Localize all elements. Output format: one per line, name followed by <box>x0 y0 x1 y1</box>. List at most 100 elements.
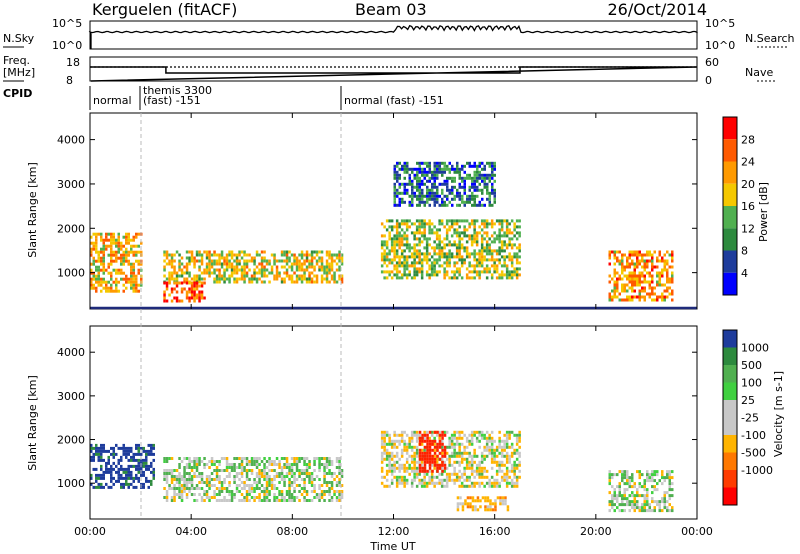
data-cell <box>105 247 108 251</box>
data-cell <box>646 500 649 504</box>
data-cell <box>393 182 396 186</box>
data-cell <box>328 487 331 490</box>
data-cell <box>413 252 416 256</box>
data-cell <box>510 430 514 434</box>
data-cell <box>483 237 486 241</box>
data-cell <box>464 499 467 503</box>
data-cell <box>130 458 133 462</box>
data-cell <box>475 481 479 485</box>
data-cell <box>438 466 442 470</box>
data-cell <box>420 442 424 446</box>
data-cell <box>313 487 316 490</box>
data-cell <box>393 203 396 207</box>
data-cell <box>175 475 179 478</box>
data-cell <box>255 484 259 487</box>
data-cell <box>205 478 209 481</box>
data-cell <box>478 264 481 268</box>
data-cell <box>248 484 251 487</box>
data-cell <box>433 176 436 180</box>
data-cell <box>470 237 474 241</box>
data-cell <box>125 277 128 281</box>
data-cell <box>413 430 416 434</box>
data-cell <box>648 286 651 290</box>
data-cell <box>125 238 128 242</box>
data-cell <box>445 219 449 223</box>
data-cell <box>513 481 516 485</box>
data-cell <box>495 463 499 467</box>
data-cell <box>503 249 506 253</box>
data-cell <box>152 476 155 480</box>
data-cell <box>270 469 274 472</box>
data-cell <box>105 482 108 486</box>
data-cell <box>513 270 516 274</box>
data-cell <box>438 234 441 238</box>
data-cell <box>380 270 384 274</box>
data-cell <box>465 240 469 244</box>
data-cell <box>621 298 624 302</box>
data-cell <box>633 485 636 489</box>
data-cell <box>340 277 344 281</box>
data-cell <box>255 496 259 499</box>
data-cell <box>416 188 419 192</box>
data-cell <box>125 446 128 450</box>
data-cell <box>225 487 229 490</box>
data-cell <box>190 256 194 260</box>
data-cell <box>125 232 128 236</box>
data-cell <box>393 258 396 262</box>
data-cell <box>616 280 619 284</box>
data-cell <box>338 478 341 481</box>
data-cell <box>626 295 629 299</box>
data-cell <box>435 460 439 464</box>
data-cell <box>658 250 661 254</box>
data-cell <box>147 452 150 456</box>
data-cell <box>456 164 459 168</box>
data-cell <box>503 445 506 449</box>
data-cell <box>503 475 506 479</box>
data-cell <box>638 476 641 480</box>
data-cell <box>453 185 456 189</box>
data-cell <box>107 461 110 465</box>
data-cell <box>410 466 414 470</box>
data-cell <box>248 499 251 502</box>
data-cell <box>480 246 484 250</box>
data-cell <box>458 240 461 244</box>
data-cell <box>476 167 479 171</box>
data-cell <box>478 161 481 165</box>
data-cell <box>436 191 439 195</box>
data-cell <box>658 253 661 257</box>
data-cell <box>215 262 219 266</box>
data-cell <box>428 179 431 183</box>
data-cell <box>653 265 656 269</box>
data-cell <box>338 274 341 278</box>
data-cell <box>195 284 199 288</box>
data-cell <box>163 253 166 257</box>
data-cell <box>250 274 254 278</box>
data-cell <box>621 262 624 266</box>
data-cell <box>656 473 659 477</box>
data-cell <box>486 173 489 177</box>
data-cell <box>641 280 644 284</box>
data-cell <box>448 252 451 256</box>
data-cell <box>668 265 671 269</box>
data-cell <box>268 457 271 460</box>
data-cell <box>102 280 105 284</box>
data-cell <box>210 265 214 269</box>
data-cell <box>223 274 226 278</box>
data-cell <box>418 161 421 165</box>
data-cell <box>433 194 436 198</box>
data-cell <box>451 176 454 180</box>
data-cell <box>190 284 194 288</box>
data-cell <box>473 448 476 452</box>
data-cell <box>230 268 234 272</box>
data-cell <box>395 273 399 277</box>
data-cell <box>215 466 219 469</box>
data-cell <box>651 289 654 293</box>
data-cell <box>258 277 261 281</box>
data-cell <box>478 469 481 473</box>
data-cell <box>508 258 511 262</box>
data-cell <box>117 289 120 293</box>
data-cell <box>398 225 401 229</box>
data-cell <box>456 194 459 198</box>
data-cell <box>426 194 429 198</box>
data-cell <box>433 161 436 165</box>
